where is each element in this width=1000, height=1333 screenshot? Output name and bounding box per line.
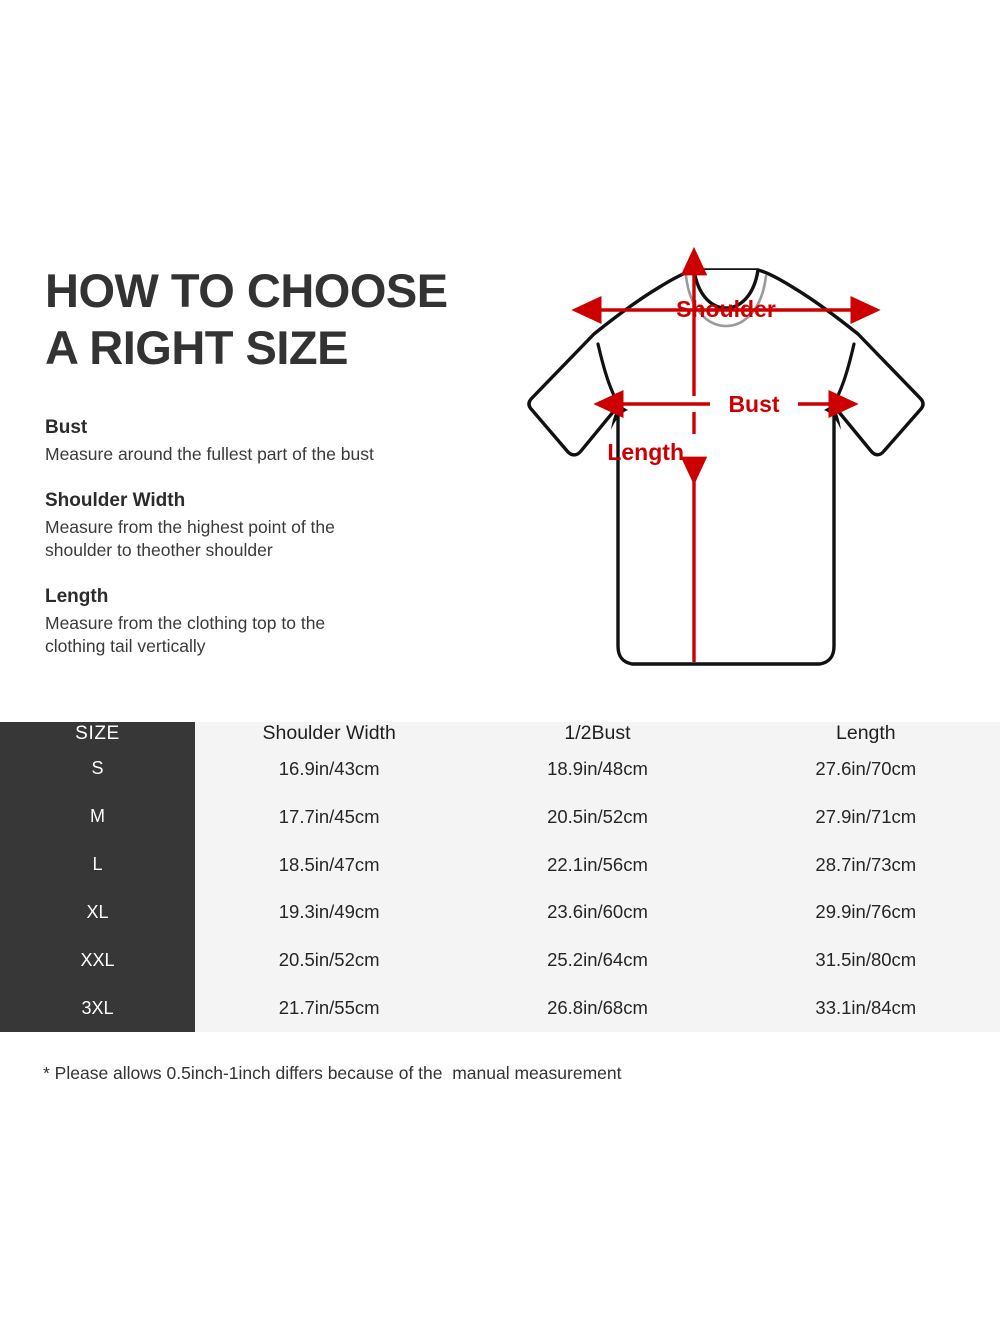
cell-half-bust: 20.5in/52cm: [463, 792, 732, 841]
cell-length: 27.9in/71cm: [731, 792, 1000, 841]
cell-size: S: [0, 745, 195, 793]
page-title: HOW TO CHOOSE A RIGHT SIZE: [45, 262, 495, 377]
cell-size: XL: [0, 888, 195, 937]
cell-size: XXL: [0, 936, 195, 985]
column-header-half-bust: 1/2Bust: [463, 722, 732, 745]
definition-desc-length: Measure from the clothing top to the clo…: [45, 612, 326, 656]
definition-term-shoulder-width: Shoulder Width: [45, 489, 186, 511]
table-row: XL 19.3in/49cm 23.6in/60cm 29.9in/76cm: [0, 888, 1000, 937]
column-header-length: Length: [731, 722, 1000, 745]
table-row: XXL 20.5in/52cm 25.2in/64cm 31.5in/80cm: [0, 936, 1000, 985]
cell-half-bust: 18.9in/48cm: [463, 745, 732, 793]
length-label: Length: [607, 439, 684, 465]
cell-length: 31.5in/80cm: [731, 936, 1000, 985]
cell-size: 3XL: [0, 984, 195, 1032]
definition-desc-bust: Measure around the fullest part of the b…: [45, 443, 374, 464]
definition-length: Length Measure from the clothing top to …: [45, 584, 485, 658]
cell-length: 27.6in/70cm: [731, 745, 1000, 793]
table-row: 3XL 21.7in/55cm 26.8in/68cm 33.1in/84cm: [0, 984, 1000, 1032]
length-measure-arrow: Length: [607, 246, 708, 662]
cell-shoulder-width: 16.9in/43cm: [195, 745, 464, 793]
size-table-element: SIZE Shoulder Width 1/2Bust Length S 16.…: [0, 722, 1000, 1032]
column-header-shoulder-width: Shoulder Width: [195, 722, 464, 745]
cell-shoulder-width: 17.7in/45cm: [195, 792, 464, 841]
shoulder-label: Shoulder: [676, 296, 776, 322]
bust-label: Bust: [728, 391, 779, 417]
armpit-shade-left: [611, 405, 628, 430]
cell-half-bust: 26.8in/68cm: [463, 984, 732, 1032]
measurement-disclaimer: * Please allows 0.5inch-1inch differs be…: [43, 1063, 622, 1083]
armpit-shade-right: [824, 405, 841, 430]
cell-size: L: [0, 840, 195, 889]
definition-term-length: Length: [45, 586, 109, 608]
cell-shoulder-width: 18.5in/47cm: [195, 840, 464, 889]
cell-length: 29.9in/76cm: [731, 888, 1000, 937]
page-title-line-1: HOW TO CHOOSE: [45, 264, 448, 317]
tshirt-measurement-diagram: Shoulder Bust Length: [498, 238, 978, 688]
cell-half-bust: 25.2in/64cm: [463, 936, 732, 985]
definition-shoulder-width: Shoulder Width Measure from the highest …: [45, 488, 485, 562]
tshirt-outline: [527, 268, 925, 666]
table-row: L 18.5in/47cm 22.1in/56cm 28.7in/73cm: [0, 840, 1000, 889]
cell-length: 33.1in/84cm: [731, 984, 1000, 1032]
table-row: S 16.9in/43cm 18.9in/48cm 27.6in/70cm: [0, 745, 1000, 793]
column-header-size: SIZE: [0, 722, 195, 745]
cell-size: M: [0, 792, 195, 841]
cell-shoulder-width: 20.5in/52cm: [195, 936, 464, 985]
cell-shoulder-width: 19.3in/49cm: [195, 888, 464, 937]
table-header-row: SIZE Shoulder Width 1/2Bust Length: [0, 722, 1000, 745]
cell-half-bust: 23.6in/60cm: [463, 888, 732, 937]
definition-bust: Bust Measure around the fullest part of …: [45, 415, 485, 466]
size-chart-table: SIZE Shoulder Width 1/2Bust Length S 16.…: [0, 722, 1000, 1032]
bust-measure-arrow: Bust: [593, 389, 859, 419]
cell-shoulder-width: 21.7in/55cm: [195, 984, 464, 1032]
definition-term-bust: Bust: [45, 417, 88, 438]
cell-length: 28.7in/73cm: [731, 840, 1000, 889]
measurement-definitions: Bust Measure around the fullest part of …: [45, 415, 485, 680]
table-row: M 17.7in/45cm 20.5in/52cm 27.9in/71cm: [0, 792, 1000, 841]
definition-desc-shoulder-width: Measure from the highest point of the sh…: [45, 516, 335, 560]
page-title-line-2: A RIGHT SIZE: [45, 321, 349, 375]
cell-half-bust: 22.1in/56cm: [463, 840, 732, 889]
